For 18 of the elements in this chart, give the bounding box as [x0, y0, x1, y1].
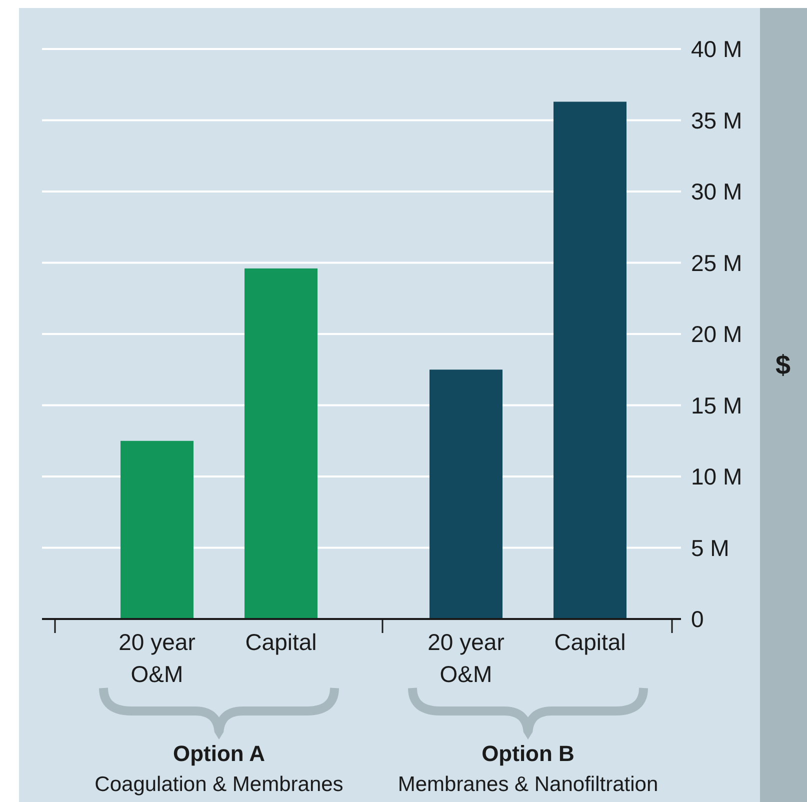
y-tick-label: 30 M	[691, 178, 742, 204]
y-tick-label: 20 M	[691, 321, 742, 347]
x-tick-label: 20 year O&M	[118, 629, 196, 687]
text: Option B	[482, 741, 574, 766]
x-tick-label: Capital	[554, 629, 626, 655]
x-tick-label: Capital	[245, 629, 317, 655]
y-tick-label: 25 M	[691, 250, 742, 276]
y-tick-label: 5 M	[691, 534, 730, 561]
y-axis-title: $	[775, 350, 791, 380]
y-tick-label: 40 M	[691, 36, 742, 62]
y-tick-label: 10 M	[691, 464, 742, 490]
text: Membranes & Nanofiltration	[398, 773, 658, 796]
text: Option A	[172, 741, 266, 766]
x-tick-label: 20 year O&M	[428, 629, 505, 687]
text: Coagulation & Membranes	[94, 773, 344, 796]
y-tick-label: 15 M	[691, 392, 742, 418]
y-tick-label: 35 M	[691, 107, 742, 134]
y-tick-label: 0	[691, 606, 704, 632]
